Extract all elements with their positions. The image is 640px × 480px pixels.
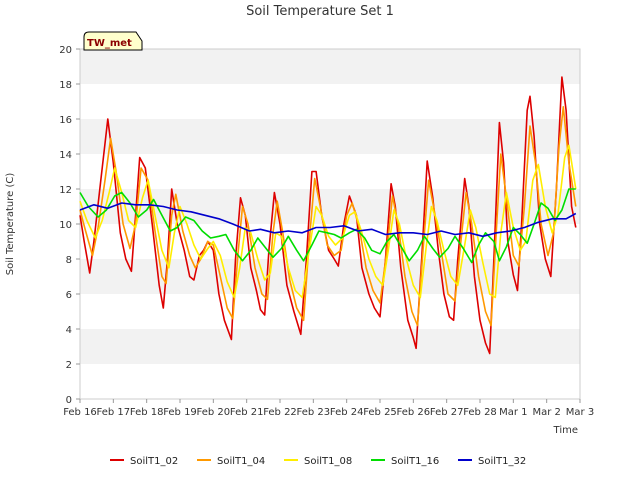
grid-bands: [80, 49, 580, 399]
y-tick-label: 16: [59, 115, 72, 126]
y-tick-label: 8: [66, 255, 72, 266]
x-tick-label: Feb 20: [197, 407, 231, 418]
x-tick-label: Feb 18: [130, 407, 164, 418]
y-tick-label: 6: [66, 290, 72, 301]
series-line-soilt1-08: [79, 144, 577, 299]
y-tick-label: 18: [59, 80, 72, 91]
series-line-soilt1-16: [79, 188, 576, 264]
x-tick-label: Feb 23: [297, 407, 331, 418]
series-lines: [79, 76, 577, 355]
legend-label: SoilT1_02: [130, 456, 178, 467]
y-tick-label: 12: [59, 185, 72, 196]
grid-band: [80, 84, 580, 119]
x-tick-label: Feb 16: [63, 407, 97, 418]
y-tick-label: 14: [59, 150, 72, 161]
y-axis: 0 2 4 6 8 10 12 14 16 18 20: [59, 45, 80, 406]
legend-label: SoilT1_08: [304, 456, 352, 467]
grid-band: [80, 259, 580, 294]
legend-label: SoilT1_32: [478, 456, 526, 467]
grid-band: [80, 329, 580, 364]
x-tick-label: Mar 2: [532, 407, 560, 418]
x-tick-label: Feb 27: [430, 407, 464, 418]
grid-band: [80, 364, 580, 399]
x-tick-label: Feb 21: [230, 407, 264, 418]
y-axis-label: Soil Temperature (C): [5, 173, 16, 276]
x-tick-label: Mar 3: [566, 407, 594, 418]
y-tick-label: 10: [59, 220, 72, 231]
legend: SoilT1_02 SoilT1_04 SoilT1_08 SoilT1_16 Soil…: [110, 456, 526, 467]
x-tick-label: Feb 19: [163, 407, 197, 418]
x-axis: Feb 16 Feb 17 Feb 18 Feb 19 Feb 20 Feb 21 Feb …: [63, 399, 594, 418]
legend-label: SoilT1_16: [391, 456, 439, 467]
x-tick-label: Feb 22: [263, 407, 297, 418]
y-tick-label: 2: [66, 360, 72, 371]
series-line-soilt1-04: [79, 106, 577, 327]
x-tick-label: Mar 1: [499, 407, 527, 418]
grid-band: [80, 294, 580, 329]
x-tick-label: Feb 28: [463, 407, 497, 418]
grid-band: [80, 119, 580, 154]
x-tick-label: Feb 26: [397, 407, 431, 418]
grid-band: [80, 49, 580, 84]
station-badge: TW_met: [83, 31, 143, 51]
station-badge-box: [83, 31, 143, 51]
series-line-soilt1-32: [79, 202, 577, 238]
y-tick-label: 20: [59, 45, 72, 56]
x-tick-label: Feb 24: [330, 407, 364, 418]
x-axis-label: Time: [553, 425, 578, 436]
y-tick-label: 0: [66, 395, 72, 406]
y-tick-label: 4: [66, 325, 72, 336]
x-tick-label: Feb 25: [363, 407, 397, 418]
x-tick-label: Feb 17: [97, 407, 131, 418]
station-badge-text: TW_met: [87, 38, 132, 49]
chart-title: Soil Temperature Set 1: [246, 4, 394, 19]
legend-label: SoilT1_04: [217, 456, 265, 467]
